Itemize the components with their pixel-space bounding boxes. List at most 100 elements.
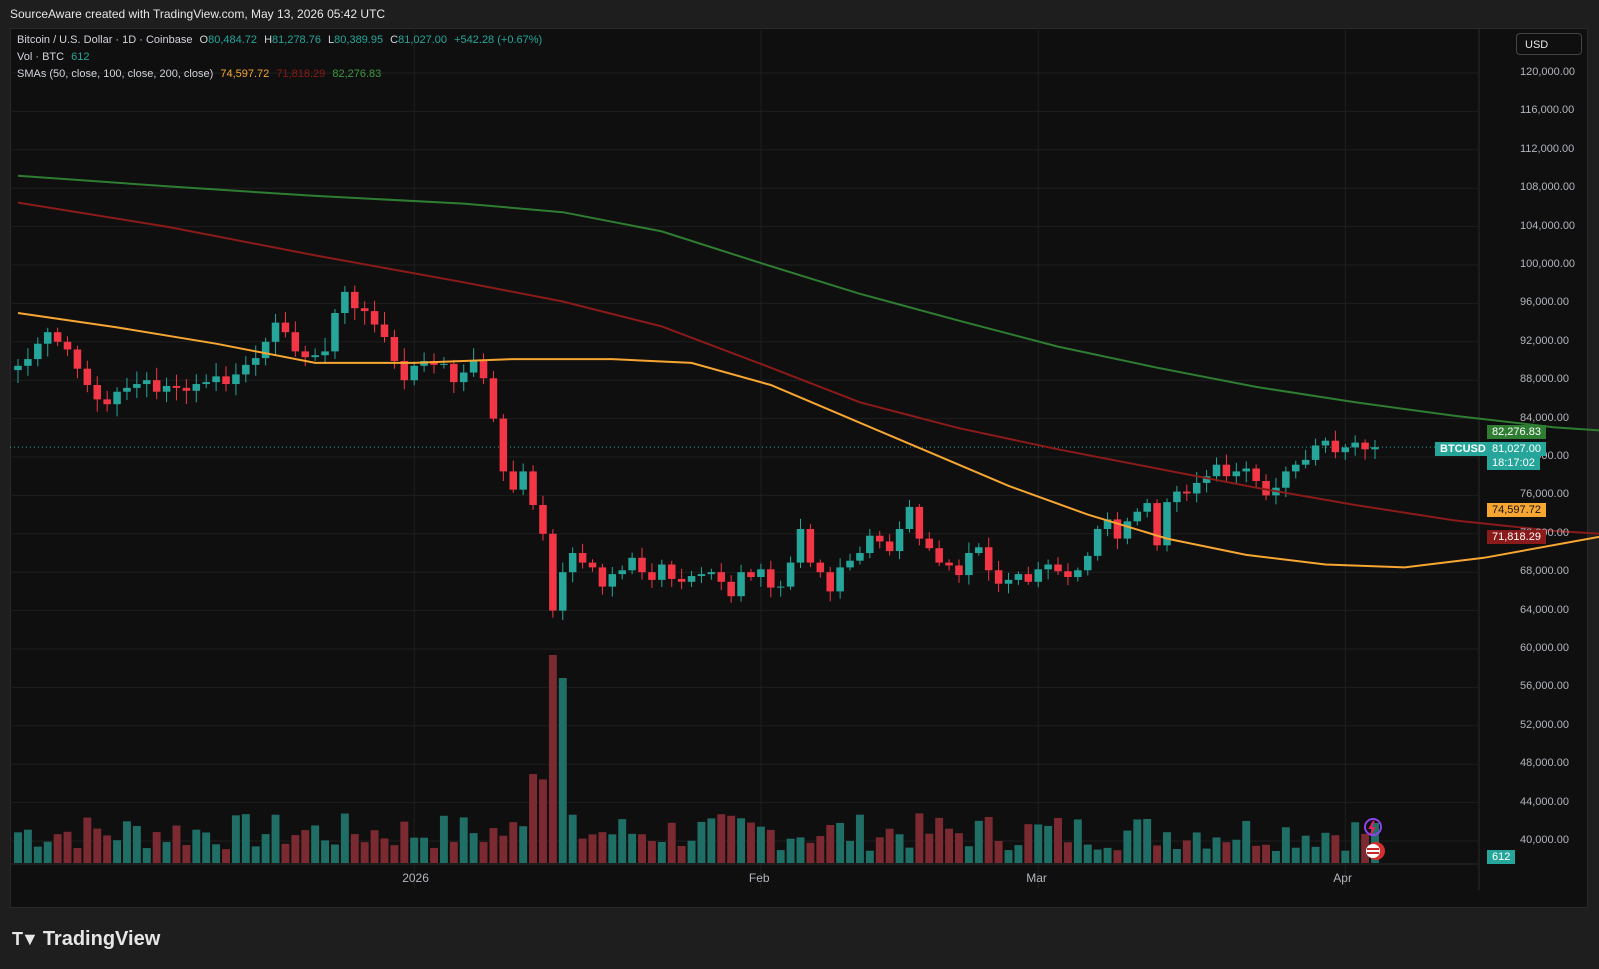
candle-body bbox=[875, 535, 884, 542]
candle-body bbox=[301, 351, 310, 358]
price-tick-label: 88,000.00 bbox=[1520, 373, 1569, 386]
volume-bar bbox=[816, 836, 825, 863]
candle-body bbox=[1222, 464, 1231, 477]
price-tick-label: 60,000.00 bbox=[1520, 642, 1569, 654]
volume-bar bbox=[776, 850, 785, 863]
volume-bar bbox=[231, 815, 240, 863]
volume-bar bbox=[122, 821, 131, 863]
candle-body bbox=[390, 337, 399, 361]
volume-bar bbox=[1004, 850, 1013, 863]
price-tick-label: 56,000.00 bbox=[1520, 680, 1569, 693]
volume-bar bbox=[737, 818, 746, 863]
price-tick-label: 96,000.00 bbox=[1520, 296, 1569, 309]
price-tick-label: 108,000.00 bbox=[1520, 181, 1576, 194]
volume-bar bbox=[925, 833, 934, 863]
price-tick-label: 52,000.00 bbox=[1520, 718, 1569, 731]
price-tick-label: 112,000.00 bbox=[1520, 142, 1575, 155]
price-tick-label: 116,000.00 bbox=[1520, 104, 1575, 117]
volume-bar bbox=[1351, 822, 1360, 863]
volume-bar bbox=[598, 832, 607, 863]
price-tick-label: 40,000.00 bbox=[1520, 834, 1569, 846]
volume-bar bbox=[350, 834, 359, 863]
volume-bar bbox=[727, 815, 736, 863]
low-label: L bbox=[328, 34, 335, 46]
candle-body bbox=[806, 529, 815, 563]
tradingview-logo[interactable]: T▼ TradingView bbox=[12, 928, 160, 951]
candle-body bbox=[559, 572, 567, 611]
candle-body bbox=[1351, 442, 1359, 448]
volume-bar bbox=[172, 825, 181, 863]
volume-bar bbox=[83, 817, 92, 863]
volume-bar bbox=[1311, 846, 1320, 863]
tradingview-logo-icon: T▼ bbox=[12, 929, 39, 949]
candle-body bbox=[73, 349, 82, 369]
volume-bar bbox=[271, 814, 280, 863]
volume-bar bbox=[311, 825, 320, 863]
volume-bar bbox=[23, 829, 32, 863]
volume-value: 612 bbox=[71, 51, 90, 63]
volume-bar bbox=[132, 826, 141, 863]
candle-body bbox=[598, 567, 607, 587]
candle-body bbox=[796, 529, 805, 563]
volume-bar bbox=[212, 844, 221, 863]
countdown-tag: 18:17:02 bbox=[1487, 456, 1540, 470]
chart-pane[interactable] bbox=[10, 28, 1588, 908]
time-tick-label: 2026 bbox=[402, 871, 429, 885]
price-tick-label: 76,000.00 bbox=[1520, 488, 1569, 501]
volume-bar bbox=[202, 832, 211, 863]
volume-bar bbox=[192, 829, 201, 863]
candle-body bbox=[786, 562, 795, 587]
candle-body bbox=[1212, 464, 1221, 477]
candle-body bbox=[172, 385, 181, 388]
candle-body bbox=[261, 341, 270, 359]
brand-name: TradingView bbox=[42, 928, 161, 950]
candle-body bbox=[271, 322, 280, 342]
lightning-event-icon[interactable] bbox=[1364, 818, 1382, 836]
volume-bar bbox=[984, 816, 993, 863]
sma50-line bbox=[17, 312, 1599, 569]
volume-bar bbox=[63, 831, 72, 863]
volume-bar bbox=[1024, 824, 1033, 863]
price-tick-label: 120,000.00 bbox=[1520, 66, 1576, 78]
symbol-title: Bitcoin / U.S. Dollar · 1D · Coinbase bbox=[17, 34, 193, 46]
candle-body bbox=[1123, 521, 1132, 539]
volume-bar bbox=[935, 817, 944, 863]
candle-body bbox=[143, 380, 151, 385]
volume-bar bbox=[717, 814, 726, 863]
candle-body bbox=[707, 572, 716, 575]
volume-bar bbox=[380, 838, 389, 863]
candle-body bbox=[826, 572, 834, 592]
volume-bar bbox=[1093, 849, 1102, 863]
candle-body bbox=[469, 361, 478, 373]
candle-body bbox=[370, 311, 379, 325]
candle-body bbox=[1202, 476, 1211, 483]
volume-bar bbox=[885, 828, 894, 863]
sma200-price-tag: 82,276.83 bbox=[1487, 425, 1546, 439]
last-price-tag: 81,027.00 bbox=[1487, 442, 1546, 456]
candle-body bbox=[291, 332, 300, 352]
price-tick-label: 92,000.00 bbox=[1520, 334, 1569, 347]
currency-button[interactable]: USD bbox=[1516, 33, 1582, 55]
volume-bar bbox=[439, 815, 448, 863]
candle-body bbox=[1331, 440, 1340, 453]
candle-body bbox=[479, 361, 488, 379]
volume-bar bbox=[806, 842, 815, 863]
volume-bar bbox=[261, 834, 270, 863]
candle-body bbox=[380, 324, 389, 337]
volume-bar bbox=[608, 834, 617, 863]
candle-body bbox=[212, 376, 220, 383]
volume-bar bbox=[43, 841, 52, 863]
volume-bar bbox=[1212, 837, 1221, 863]
volume-bar bbox=[33, 846, 42, 863]
candle-body bbox=[687, 576, 696, 582]
sma-legend: SMAs (50, close, 100, close, 200, close)… bbox=[17, 68, 385, 80]
candle-body bbox=[83, 368, 92, 385]
volume-bar bbox=[766, 829, 775, 863]
candle-body bbox=[994, 570, 1003, 584]
change-value: +542.28 (+0.67%) bbox=[454, 34, 543, 46]
candle-body bbox=[1282, 471, 1290, 488]
event-icons[interactable] bbox=[1358, 815, 1398, 865]
volume-bar bbox=[558, 678, 567, 863]
candle-body bbox=[1341, 447, 1350, 453]
